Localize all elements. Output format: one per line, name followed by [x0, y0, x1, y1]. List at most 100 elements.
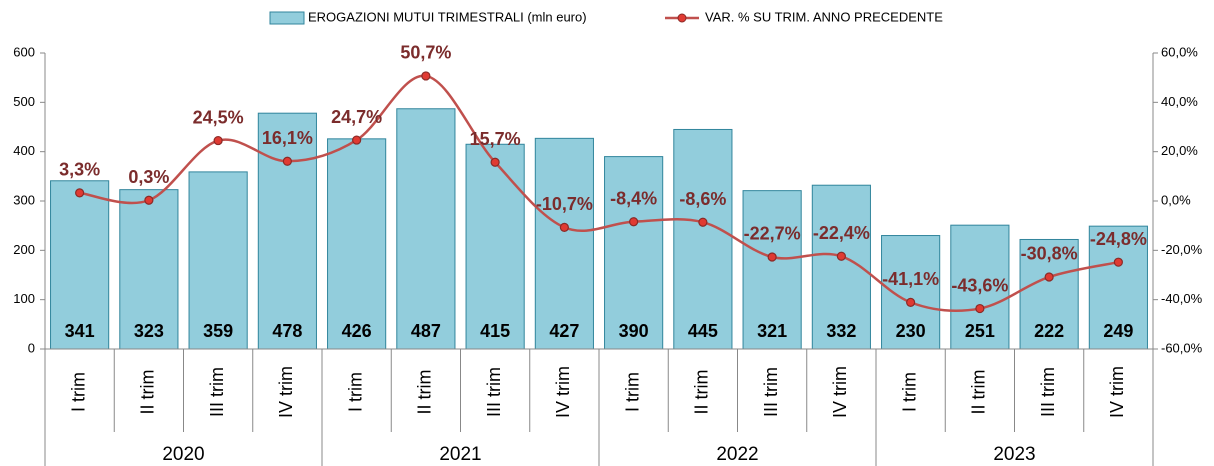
- y-tick-label: 100: [13, 291, 35, 306]
- bar-value-label: 230: [896, 321, 926, 341]
- group-label: 2023: [993, 444, 1035, 465]
- x-tick-label: I trim: [68, 372, 88, 412]
- x-tick-label: IV trim: [1107, 366, 1127, 418]
- x-tick-label: I trim: [899, 372, 919, 412]
- bar-value-label: 415: [480, 321, 510, 341]
- bar-value-label: 341: [65, 321, 95, 341]
- line-marker: [559, 222, 569, 232]
- line-value-label: -43,6%: [951, 275, 1008, 295]
- line-value-label: 15,7%: [470, 129, 521, 149]
- x-tick-label: IV trim: [276, 366, 296, 418]
- x-tick-label: I trim: [622, 372, 642, 412]
- bar-value-label: 478: [272, 321, 302, 341]
- x-tick-label: IV trim: [553, 366, 573, 418]
- bar-value-label: 222: [1034, 321, 1064, 341]
- group-label: 2021: [439, 444, 481, 465]
- y2-tick-label: 0,0%: [1161, 192, 1191, 207]
- line: [79, 74, 1119, 313]
- x-tick-label: IV trim: [830, 366, 850, 418]
- line-marker: [75, 188, 85, 198]
- line-value-label: 16,1%: [262, 128, 313, 148]
- bar-value-label: 426: [342, 321, 372, 341]
- x-tick-label: III trim: [1038, 367, 1058, 417]
- line-value-label: -30,8%: [1021, 244, 1078, 264]
- line-value-label: 24,7%: [331, 107, 382, 127]
- bar: [742, 190, 802, 350]
- bar: [465, 143, 525, 350]
- bar: [327, 138, 387, 350]
- bar: [604, 156, 664, 350]
- line-marker: [629, 217, 639, 227]
- line-marker: [1044, 272, 1054, 282]
- line-marker: [767, 252, 777, 262]
- bar-value-label: 359: [203, 321, 233, 341]
- line-marker: [421, 71, 431, 81]
- x-tick-label: II trim: [138, 370, 158, 415]
- line-value-label: -24,8%: [1090, 229, 1147, 249]
- line-marker: [836, 251, 846, 261]
- line-value-label: 3,3%: [59, 160, 100, 180]
- x-tick-label: III trim: [484, 367, 504, 417]
- line-value-label: -8,6%: [679, 189, 726, 209]
- group-label: 2022: [716, 444, 758, 465]
- y-tick-label: 0: [28, 340, 35, 355]
- bar: [881, 235, 941, 350]
- line-value-label: -10,7%: [536, 194, 593, 214]
- y-tick-label: 300: [13, 192, 35, 207]
- bar: [396, 108, 456, 350]
- bar: [257, 112, 317, 350]
- x-tick-label: III trim: [207, 367, 227, 417]
- line-marker: [213, 135, 223, 146]
- line-marker: [352, 135, 362, 145]
- group-label: 2020: [162, 444, 204, 465]
- line-marker: [906, 297, 916, 307]
- x-tick-label: III trim: [761, 367, 781, 417]
- line-value-label: -41,1%: [882, 269, 939, 289]
- y-tick-label: 200: [13, 242, 35, 257]
- line-value-label: 24,5%: [193, 107, 244, 127]
- y2-tick-label: -40,0%: [1161, 291, 1203, 306]
- y2-tick-label: -60,0%: [1161, 340, 1203, 355]
- x-tick-label: II trim: [969, 370, 989, 415]
- bar: [50, 180, 110, 350]
- legend-marker: [677, 13, 687, 23]
- line-marker: [490, 157, 500, 167]
- legend-label: EROGAZIONI MUTUI TRIMESTRALI (mln euro): [308, 9, 587, 24]
- bar: [1019, 238, 1079, 350]
- line-marker: [698, 217, 708, 227]
- y2-tick-label: -20,0%: [1161, 242, 1203, 257]
- bar: [1088, 225, 1148, 350]
- y2-tick-label: 60,0%: [1161, 44, 1198, 59]
- y-tick-label: 600: [13, 44, 35, 59]
- x-tick-label: II trim: [692, 370, 712, 415]
- legend-label: VAR. % SU TRIM. ANNO PRECEDENTE: [705, 9, 943, 24]
- line-marker: [144, 195, 154, 205]
- line-marker: [282, 156, 292, 166]
- y2-tick-label: 20,0%: [1161, 143, 1198, 158]
- line-marker: [975, 303, 985, 314]
- line-value-label: -22,4%: [813, 223, 870, 243]
- line-value-label: -22,7%: [744, 224, 801, 244]
- bar-value-label: 445: [688, 321, 718, 341]
- line-value-label: 50,7%: [400, 43, 451, 63]
- bar-value-label: 427: [549, 321, 579, 341]
- y-tick-label: 400: [13, 143, 35, 158]
- bar-value-label: 249: [1103, 321, 1133, 341]
- bar: [673, 128, 733, 350]
- legend-swatch: [269, 11, 305, 25]
- x-tick-label: II trim: [415, 370, 435, 415]
- line-value-label: -8,4%: [610, 188, 657, 208]
- y-tick-label: 500: [13, 94, 35, 109]
- bar-value-label: 332: [826, 321, 856, 341]
- line-marker: [1113, 257, 1123, 267]
- bar-value-label: 321: [757, 321, 787, 341]
- bar-value-label: 323: [134, 321, 164, 341]
- bar-value-label: 487: [411, 321, 441, 341]
- bar: [534, 137, 594, 350]
- x-tick-label: I trim: [345, 372, 365, 412]
- bar-value-label: 251: [965, 321, 995, 341]
- line-value-label: 0,3%: [128, 167, 169, 187]
- y2-tick-label: 40,0%: [1161, 94, 1198, 109]
- bar-value-label: 390: [619, 321, 649, 341]
